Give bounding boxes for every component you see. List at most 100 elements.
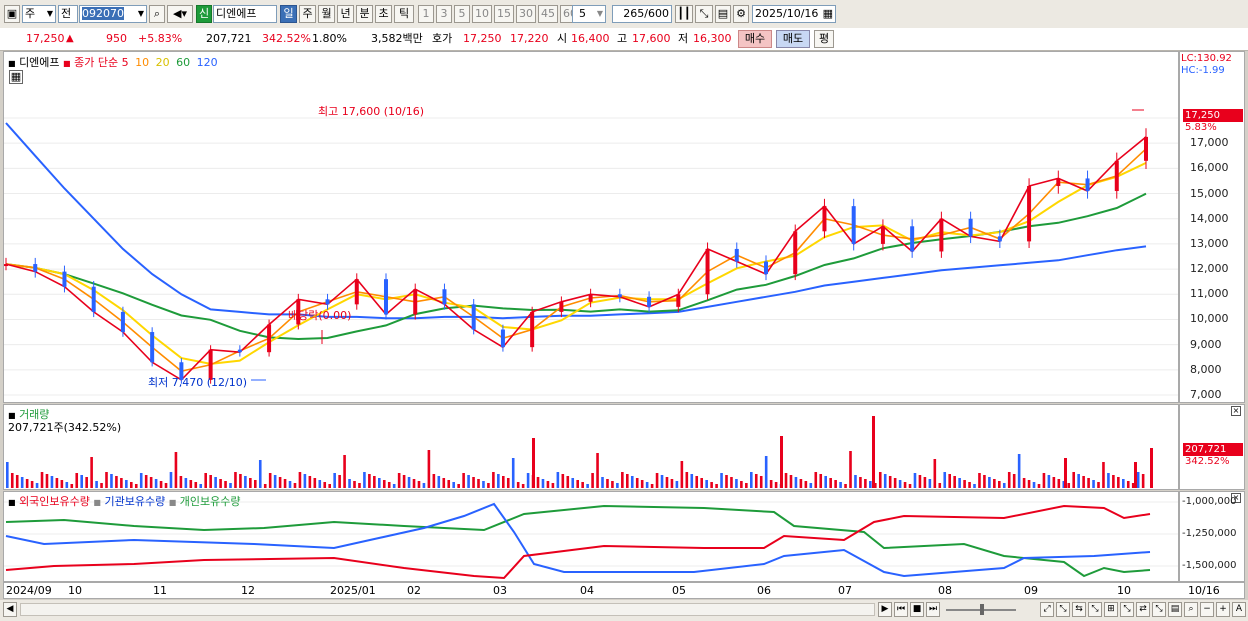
scroll-track[interactable] xyxy=(20,603,875,616)
volume-bar xyxy=(745,483,748,488)
tool-icon[interactable]: ⤡ xyxy=(1056,602,1070,617)
candle-body xyxy=(267,324,272,353)
institution-line xyxy=(5,502,1151,578)
period-label: 주 xyxy=(302,7,313,20)
sell-button[interactable]: 매도 xyxy=(776,30,810,48)
period-second[interactable]: 초 xyxy=(375,5,392,23)
period-year[interactable]: 년 xyxy=(337,5,354,23)
interval-3[interactable]: 3 xyxy=(436,5,452,23)
volume-bar xyxy=(159,481,163,488)
candle-body xyxy=(208,349,213,380)
speaker-icon[interactable]: ◀▾ xyxy=(167,5,193,23)
gear-icon[interactable]: ⚙ xyxy=(733,5,749,23)
volume-bar xyxy=(35,483,39,488)
holdings-pane[interactable]: ■ 외국인보유수량 ■ 기관보유수량 ■ 개인보유수량 xyxy=(3,491,1179,582)
volume-bar xyxy=(219,479,222,488)
count-input[interactable]: 265/600 xyxy=(612,5,672,23)
volume-bar xyxy=(1112,475,1115,488)
market-select[interactable]: 주 ▼ xyxy=(22,5,56,23)
scroll-right-icon[interactable]: ▶ xyxy=(878,602,892,617)
legend-square-icon: ■ xyxy=(63,59,71,68)
save-icon[interactable]: ▤ xyxy=(715,5,731,23)
volume-bar xyxy=(1097,482,1100,488)
volume-chart xyxy=(6,416,1153,488)
volume-pane[interactable]: ■ 거래량 207,721주(342.52%) xyxy=(3,404,1179,490)
tool-icon[interactable]: ⤡ xyxy=(1088,602,1102,617)
grid-icon[interactable]: ▦ xyxy=(9,70,23,84)
forward-icon[interactable]: ⏭ xyxy=(926,602,940,617)
tool-icon[interactable]: ⇄ xyxy=(1136,602,1150,617)
volume-bar xyxy=(903,482,907,488)
date-input[interactable]: 2025/10/16 ▦ xyxy=(752,5,836,23)
ma-5-line xyxy=(5,136,1147,381)
font-size-icon[interactable]: A xyxy=(1232,602,1246,617)
volume-bar xyxy=(710,482,713,488)
code-input[interactable]: 092070 ▼ xyxy=(79,5,147,23)
zoom-in-icon[interactable]: + xyxy=(1216,602,1230,617)
interval-10[interactable]: 10 xyxy=(472,5,492,23)
candle-body xyxy=(705,248,710,295)
close-icon[interactable]: × xyxy=(1231,406,1241,416)
legend-ma-20: 20 xyxy=(155,56,170,69)
interval-1[interactable]: 1 xyxy=(418,5,434,23)
date-tick: 02 xyxy=(407,584,421,597)
candle-body xyxy=(120,311,125,333)
period-minute[interactable]: 분 xyxy=(356,5,373,23)
tool-icon[interactable]: ⤡ xyxy=(1152,602,1166,617)
eval-button[interactable]: 평 xyxy=(814,30,834,48)
period-tick[interactable]: 틱 xyxy=(394,5,414,23)
interval-15[interactable]: 15 xyxy=(494,5,514,23)
volume-bar xyxy=(844,484,847,488)
volume-bar xyxy=(55,478,59,488)
print-icon[interactable]: ▤ xyxy=(1168,602,1182,617)
new-badge-label: 신 xyxy=(198,7,210,20)
volume-bar xyxy=(616,483,619,488)
stop-icon[interactable]: ■ xyxy=(910,602,924,617)
period-week[interactable]: 주 xyxy=(299,5,316,23)
tool-icon[interactable]: ⇆ xyxy=(1072,602,1086,617)
zoom-slider-handle[interactable] xyxy=(980,604,984,615)
price-tick: 14,000 xyxy=(1190,211,1229,225)
close-icon[interactable]: × xyxy=(1231,493,1241,503)
interval-45[interactable]: 45 xyxy=(538,5,558,23)
period-month[interactable]: 월 xyxy=(318,5,335,23)
interval-5[interactable]: 5 xyxy=(454,5,470,23)
tool-icon[interactable]: ⊞ xyxy=(1104,602,1118,617)
draw-tool-icon[interactable]: ⤡ xyxy=(695,5,713,23)
candle-body xyxy=(91,286,96,312)
volume-bar xyxy=(1032,482,1036,488)
buy-button[interactable]: 매수 xyxy=(738,30,772,48)
tool-icon[interactable]: ⤡ xyxy=(1120,602,1134,617)
volume-bar xyxy=(715,484,718,488)
volume-bar xyxy=(432,474,436,488)
volume-bar xyxy=(655,473,659,488)
candle-type-icon[interactable]: ┃┃ xyxy=(675,5,693,23)
scroll-left-icon[interactable]: ◀ xyxy=(3,602,17,617)
holdings-tick: -1,500,000 xyxy=(1182,560,1237,571)
volume-bar xyxy=(234,472,237,488)
volume-bar xyxy=(70,484,74,488)
price-chart xyxy=(4,109,1178,396)
zoom-icon[interactable]: ⌕ xyxy=(1184,602,1198,617)
zoom-out-icon[interactable]: − xyxy=(1200,602,1214,617)
price-tick: 12,000 xyxy=(1190,262,1229,276)
rewind-icon[interactable]: ⏮ xyxy=(894,602,908,617)
volume-bar xyxy=(854,475,857,488)
interval-30[interactable]: 30 xyxy=(516,5,536,23)
tool-icon[interactable]: ⤢ xyxy=(1040,602,1054,617)
hc-label: HC:-1.99 xyxy=(1181,65,1225,76)
search-icon[interactable]: ⌕ xyxy=(149,5,165,23)
price-pane[interactable]: ■ 디엔에프 ■ 종가 단순 5 10 20 60 120 ▦ 배당락(0.00… xyxy=(3,51,1179,403)
period-day[interactable]: 일 xyxy=(280,5,297,23)
volume-bar xyxy=(244,476,247,488)
price-tick: 11,000 xyxy=(1190,287,1229,301)
volume-bar xyxy=(179,476,183,488)
prev-select[interactable]: 전 xyxy=(58,5,78,23)
interval-label: 30 xyxy=(519,7,533,20)
ask-price: 17,250 xyxy=(463,32,502,45)
volume-bar xyxy=(318,480,322,488)
volume-bar xyxy=(730,477,733,488)
chart-menu-icon[interactable]: ▣ xyxy=(4,5,20,23)
lc-label: LC:130.92 xyxy=(1181,53,1232,64)
interval-custom[interactable]: 5 ▼ xyxy=(572,5,606,23)
